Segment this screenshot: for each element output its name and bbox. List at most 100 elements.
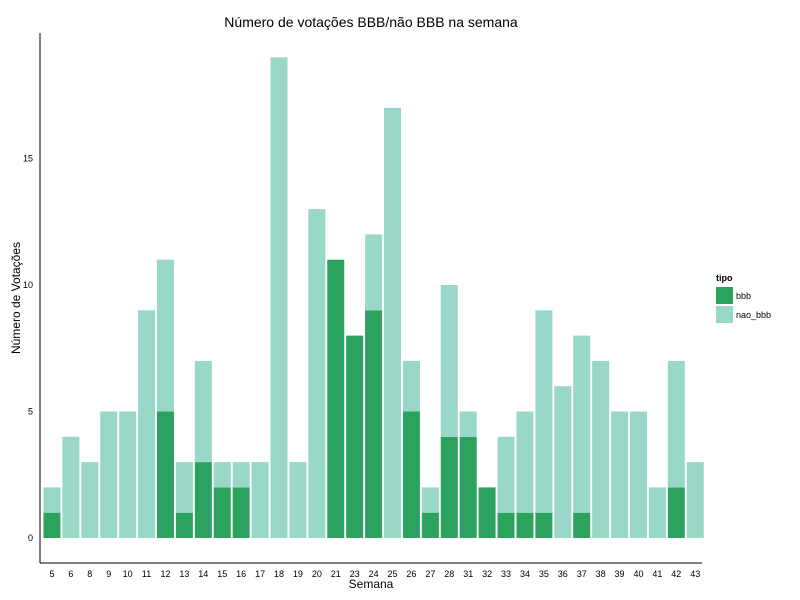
x-tick-label: 13 bbox=[179, 569, 189, 579]
bar-nao_bbb-25 bbox=[384, 107, 402, 539]
bar-nao_bbb-33 bbox=[497, 436, 515, 513]
bar-nao_bbb-34 bbox=[516, 411, 534, 513]
bar-bbb-28 bbox=[440, 436, 458, 538]
bar-nao_bbb-43 bbox=[686, 462, 704, 538]
bar-nao_bbb-15 bbox=[213, 462, 231, 488]
x-tick-label: 32 bbox=[482, 569, 492, 579]
bar-bbb-27 bbox=[421, 512, 439, 538]
bar-nao_bbb-26 bbox=[402, 360, 420, 412]
bar-nao_bbb-35 bbox=[535, 310, 553, 513]
chart-title: Número de votações BBB/não BBB na semana bbox=[224, 14, 518, 30]
bar-bbb-24 bbox=[365, 310, 383, 538]
x-tick-label: 15 bbox=[217, 569, 227, 579]
x-tick-label: 37 bbox=[577, 569, 587, 579]
bar-bbb-14 bbox=[194, 462, 212, 538]
x-tick-label: 8 bbox=[87, 569, 92, 579]
x-tick-label: 27 bbox=[425, 569, 435, 579]
x-tick-label: 33 bbox=[501, 569, 511, 579]
x-tick-label: 43 bbox=[690, 569, 700, 579]
bar-nao_bbb-6 bbox=[62, 436, 80, 538]
x-tick-label: 12 bbox=[160, 569, 170, 579]
bar-nao_bbb-40 bbox=[629, 411, 647, 538]
bar-bbb-34 bbox=[516, 512, 534, 538]
bar-bbb-23 bbox=[346, 335, 364, 538]
legend-label-nao-bbb: nao_bbb bbox=[736, 309, 772, 320]
x-axis-label: Semana bbox=[348, 577, 394, 591]
legend-title: tipo bbox=[716, 273, 733, 283]
bar-bbb-33 bbox=[497, 512, 515, 538]
x-tick-label: 24 bbox=[369, 569, 379, 579]
bar-nao_bbb-14 bbox=[194, 360, 212, 463]
bar-nao_bbb-17 bbox=[251, 462, 269, 538]
bar-nao_bbb-18 bbox=[270, 57, 288, 539]
x-tick-label: 39 bbox=[615, 569, 625, 579]
x-tick-label: 21 bbox=[331, 569, 341, 579]
bar-nao_bbb-9 bbox=[100, 411, 118, 538]
bar-bbb-42 bbox=[667, 487, 685, 538]
bar-nao_bbb-13 bbox=[175, 462, 193, 513]
bar-bbb-32 bbox=[478, 487, 496, 538]
legend-item-nao-bbb: nao_bbb bbox=[716, 305, 771, 324]
bar-bbb-31 bbox=[459, 436, 477, 538]
bar-nao_bbb-8 bbox=[81, 462, 99, 538]
bar-nao_bbb-31 bbox=[459, 411, 477, 437]
y-tick-label: 5 bbox=[28, 407, 33, 417]
bar-bbb-35 bbox=[535, 512, 553, 538]
bar-bbb-15 bbox=[213, 487, 231, 538]
bar-nao_bbb-39 bbox=[611, 411, 629, 538]
bar-nao_bbb-37 bbox=[573, 335, 591, 513]
x-tick-label: 20 bbox=[312, 569, 322, 579]
x-tick-label: 9 bbox=[106, 569, 111, 579]
x-tick-label: 41 bbox=[652, 569, 662, 579]
bar-nao_bbb-19 bbox=[289, 462, 307, 538]
x-tick-label: 40 bbox=[633, 569, 643, 579]
bar-nao_bbb-5 bbox=[43, 487, 61, 513]
bar-bbb-5 bbox=[43, 512, 61, 538]
x-tick-label: 31 bbox=[463, 569, 473, 579]
bar-nao_bbb-38 bbox=[592, 360, 610, 538]
legend-swatch-bbb bbox=[716, 287, 733, 304]
x-tick-label: 36 bbox=[558, 569, 568, 579]
x-tick-label: 17 bbox=[255, 569, 265, 579]
x-tick-label: 35 bbox=[539, 569, 549, 579]
bar-nao_bbb-20 bbox=[308, 209, 326, 538]
x-tick-label: 5 bbox=[49, 569, 54, 579]
bar-nao_bbb-24 bbox=[365, 234, 383, 311]
y-axis-label: Número de Votações bbox=[9, 241, 23, 355]
bar-nao_bbb-12 bbox=[156, 259, 174, 412]
bar-nao_bbb-36 bbox=[554, 386, 572, 538]
x-tick-label: 18 bbox=[274, 569, 284, 579]
bar-nao_bbb-41 bbox=[648, 487, 666, 538]
bar-nao_bbb-10 bbox=[119, 411, 137, 538]
bar-nao_bbb-42 bbox=[667, 360, 685, 488]
x-tick-label: 23 bbox=[350, 569, 360, 579]
bar-bbb-16 bbox=[232, 487, 250, 538]
y-tick-label: 10 bbox=[23, 280, 33, 290]
legend-item-bbb: bbb bbox=[716, 286, 771, 305]
x-tick-label: 38 bbox=[596, 569, 606, 579]
legend: tipo bbb nao_bbb bbox=[716, 273, 771, 324]
bar-bbb-13 bbox=[175, 512, 193, 538]
x-tick-label: 26 bbox=[406, 569, 416, 579]
bar-nao_bbb-16 bbox=[232, 462, 250, 488]
x-tick-label: 42 bbox=[671, 569, 681, 579]
bar-bbb-12 bbox=[156, 411, 174, 538]
bars-layer bbox=[43, 57, 704, 539]
y-tick-label: 0 bbox=[28, 533, 33, 543]
x-tick-label: 28 bbox=[444, 569, 454, 579]
x-tick-label: 6 bbox=[68, 569, 73, 579]
bar-nao_bbb-27 bbox=[421, 487, 439, 513]
x-tick-label: 14 bbox=[198, 569, 208, 579]
x-tick-label: 25 bbox=[388, 569, 398, 579]
bar-bbb-37 bbox=[573, 512, 591, 538]
x-tick-label: 10 bbox=[123, 569, 133, 579]
legend-label-bbb: bbb bbox=[736, 290, 752, 301]
axes-layer: 5 6 8 9 10 11 12 13 14 15 16 17 18 19 20 21 23 24 25 26 27 28… bbox=[23, 33, 702, 579]
x-tick-label: 11 bbox=[142, 569, 151, 579]
y-tick-label: 15 bbox=[23, 154, 33, 164]
bar-nao_bbb-11 bbox=[138, 310, 156, 538]
x-tick-label: 19 bbox=[293, 569, 303, 579]
bar-nao_bbb-28 bbox=[440, 285, 458, 437]
bar-bbb-21 bbox=[327, 259, 345, 538]
